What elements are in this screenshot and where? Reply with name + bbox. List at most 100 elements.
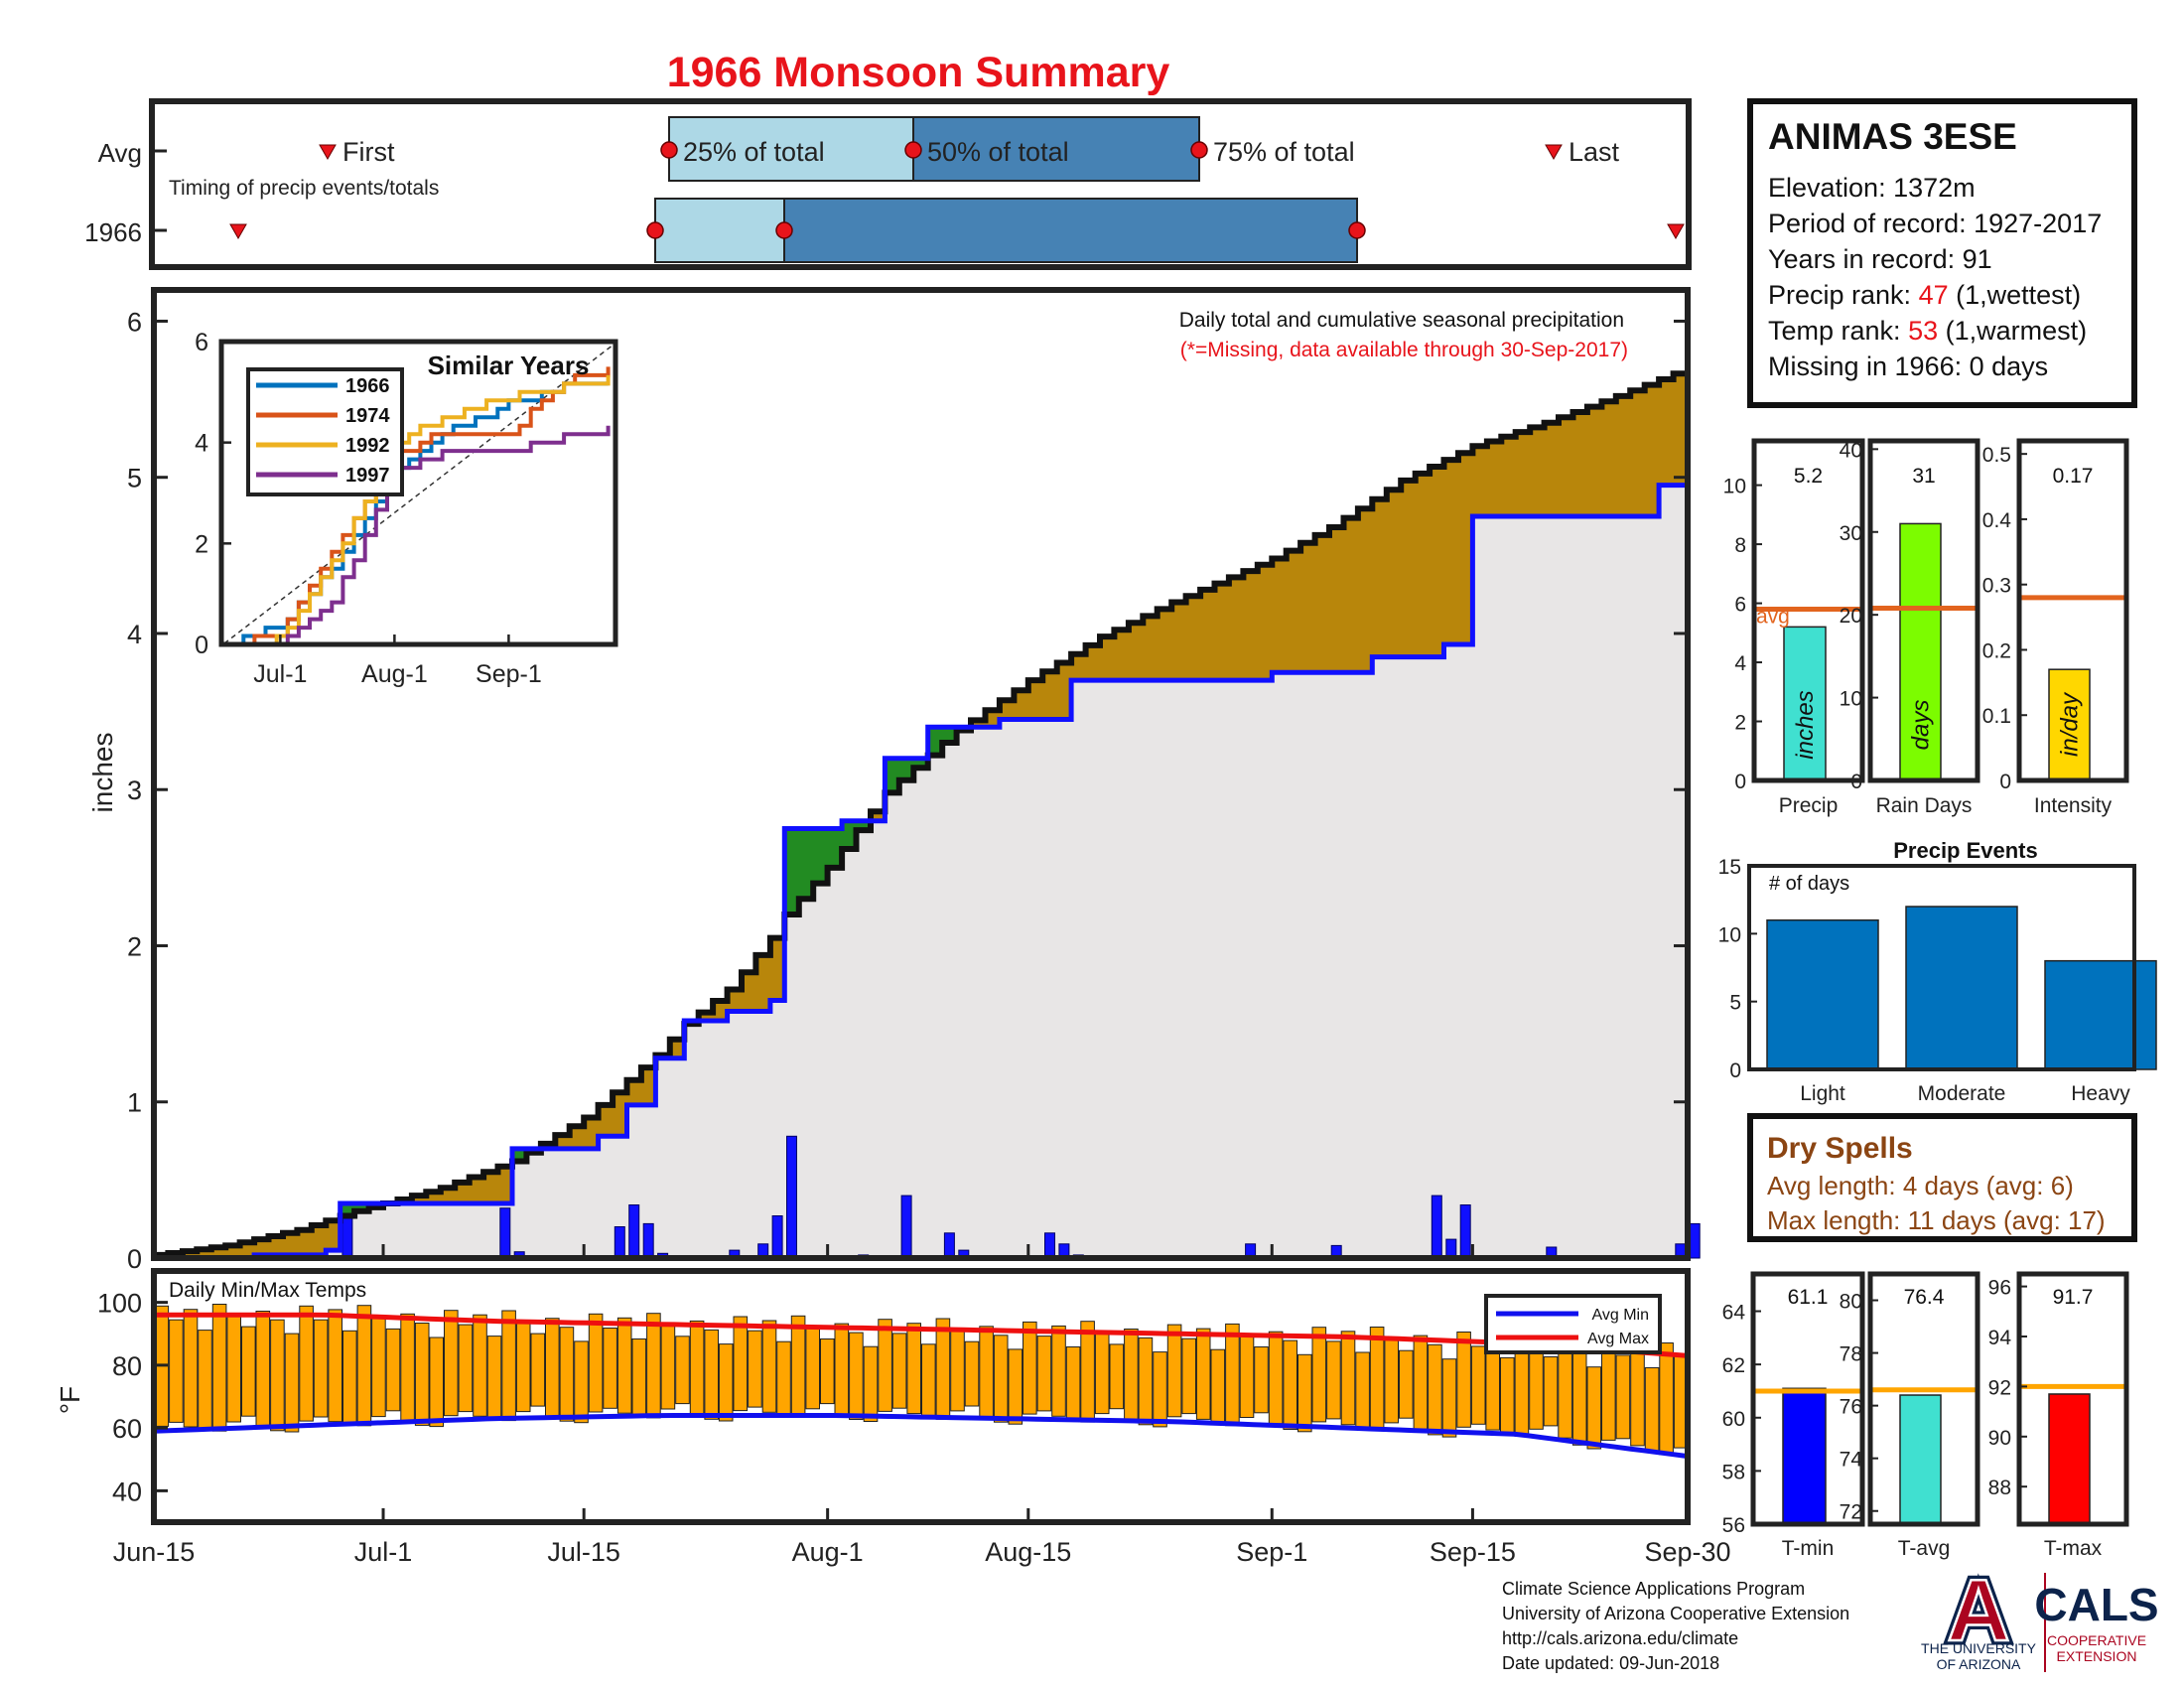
- daily-temp-bar: [834, 1323, 850, 1415]
- temp-stat-xlabel: T-avg: [1898, 1537, 1951, 1560]
- avg-box-light: [668, 116, 914, 182]
- precip-y-tick-label: 4: [127, 620, 142, 649]
- daily-precip-bar: [1431, 1195, 1442, 1259]
- precip-events-tick-label: 15: [1718, 856, 1741, 879]
- daily-temp-bar: [1239, 1334, 1255, 1418]
- temp-stat-xlabel: T-max: [2044, 1537, 2103, 1560]
- similar-years-avg-line: [223, 344, 614, 644]
- avg-max-line: [154, 1312, 1689, 1358]
- precip-events-title: Precip Events: [1893, 838, 2038, 863]
- daily-temp-bar: [805, 1326, 821, 1410]
- daily-temp-bar: [1195, 1328, 1211, 1420]
- daily-temp-bar: [646, 1313, 661, 1419]
- daily-temp-bar: [776, 1340, 791, 1417]
- daily-temp-bar: [385, 1328, 401, 1412]
- precip-stat-value: 0.17: [2053, 465, 2094, 488]
- precip-event-bar: [2044, 959, 2157, 1070]
- daily-temp-bar: [473, 1314, 487, 1417]
- temp-stat-frame: [2016, 1271, 2129, 1527]
- last-label: Last: [1569, 137, 1620, 167]
- temp-y-tick-label: 100: [97, 1289, 142, 1319]
- footer-line-4: Date updated: 09-Jun-2018: [1502, 1653, 1719, 1673]
- daily-temp-bar: [429, 1336, 444, 1428]
- daily-precip-bar: [771, 1215, 783, 1259]
- daily-temp-bar: [198, 1330, 212, 1431]
- daily-temp-bar: [356, 1305, 372, 1427]
- legend-label-1992: 1992: [345, 435, 390, 457]
- daily-temp-bar: [906, 1323, 922, 1415]
- daily-precip-bar: [786, 1135, 797, 1259]
- ua-text-1: THE UNIVERSITY: [1921, 1640, 2037, 1656]
- similar-y-tick-label: 2: [195, 530, 208, 558]
- daily-temp-bar: [993, 1335, 1009, 1423]
- precip-event-category: Moderate: [1918, 1082, 2006, 1105]
- daily-temp-bar: [1023, 1321, 1037, 1415]
- temp-stat-value: 76.4: [1904, 1286, 1945, 1309]
- p50-label: 50% of total: [927, 137, 1069, 167]
- p75-label: 75% of total: [1213, 137, 1355, 167]
- daily-temp-bar: [1109, 1343, 1125, 1410]
- university-of-arizona-logo: A A THE UNIVERSITY OF ARIZONA: [1921, 1557, 2037, 1673]
- daily-temp-bar: [226, 1314, 241, 1423]
- daily-temp-bar: [1138, 1336, 1154, 1426]
- station-info: ANIMAS 3ESE Elevation: 1372m Period of r…: [1747, 98, 2137, 408]
- avg-cumulative-fill: [154, 446, 1688, 1258]
- daily-precip-bar: [1044, 1232, 1055, 1259]
- daily-temp-bar: [169, 1319, 184, 1423]
- cumulative-avg-line: [154, 446, 1691, 1261]
- daily-temp-bar: [241, 1326, 256, 1417]
- daily-temp-bar: [1644, 1367, 1660, 1452]
- daily-temp-bar: [675, 1336, 690, 1405]
- temp-stat-frame: [1867, 1271, 1980, 1527]
- similar-years-ticks: 0 2 4 6 Jul-1 Aug-1 Sep-1: [195, 329, 542, 688]
- temp-stat-tick-label: 62: [1722, 1354, 1745, 1377]
- daily-temp-bar: [183, 1309, 199, 1428]
- avg-min-line: [153, 1413, 1689, 1460]
- similar-years-frame: [218, 339, 618, 647]
- precip-stat-tick-label: 20: [1840, 605, 1862, 628]
- daily-temp-bar: [1311, 1327, 1327, 1423]
- precip-events-caption: # of days: [1769, 873, 1849, 895]
- precip-events-ticks: 0 5 10 15 Light Moderate Heavy: [1718, 856, 2131, 1105]
- station-years: Years in record: 91: [1768, 244, 1992, 274]
- daily-temp-bar: [400, 1313, 415, 1422]
- daily-temp-bar: [935, 1318, 951, 1420]
- daily-temp-bar: [1181, 1337, 1197, 1415]
- year-p75-marker: [1348, 221, 1366, 239]
- daily-temp-bars: [154, 1304, 1689, 1456]
- temp-y-tick-label: 60: [112, 1414, 142, 1444]
- legend-label-1966: 1966: [345, 375, 390, 397]
- cals-sub-1: COOPERATIVE: [2047, 1632, 2146, 1648]
- legend-min-label: Avg Min: [1591, 1307, 1649, 1324]
- similar-y-tick-label: 4: [195, 430, 208, 458]
- avg-first-marker: [319, 144, 337, 161]
- daily-temp-bar: [964, 1340, 980, 1407]
- daily-temp-bar: [1124, 1329, 1139, 1420]
- daily-temp-bar: [689, 1320, 705, 1415]
- cals-wordmark: CALS: [2034, 1579, 2158, 1630]
- year-last-marker: [1667, 223, 1685, 240]
- daily-temp-bar: [660, 1323, 676, 1410]
- precip-stat-tick-label: 0.4: [1982, 509, 2012, 532]
- similar-y-tick-label: 6: [195, 329, 208, 356]
- precip-y-ticks: 0 1 2 3 4 5 6: [127, 307, 1688, 1274]
- precip-event-bar: [1766, 918, 1879, 1070]
- temp-stat-xlabel: T-min: [1782, 1537, 1835, 1560]
- daily-temp-bar: [313, 1319, 329, 1418]
- year-box-dark: [783, 198, 1358, 263]
- daily-temp-bar: [1094, 1331, 1110, 1415]
- similar-years-legend: 1966 1974 1992 1997: [256, 375, 390, 487]
- precip-stat-bar: [1899, 522, 1942, 781]
- daily-temp-bar: [559, 1327, 575, 1422]
- daily-temp-bar: [414, 1323, 430, 1426]
- daily-temp-bar: [1399, 1349, 1414, 1419]
- legend-max-label: Avg Max: [1587, 1331, 1649, 1347]
- station-name: ANIMAS 3ESE: [1768, 116, 2017, 157]
- daily-temp-bar: [1153, 1351, 1167, 1428]
- daily-temp-bar: [299, 1305, 314, 1422]
- daily-temp-bar: [1413, 1335, 1429, 1430]
- daily-temp-bar: [704, 1329, 720, 1420]
- avg-p25-marker: [660, 141, 678, 159]
- precip-stat-tick-label: 10: [1723, 476, 1746, 498]
- precip-y-tick-label: 3: [127, 775, 142, 805]
